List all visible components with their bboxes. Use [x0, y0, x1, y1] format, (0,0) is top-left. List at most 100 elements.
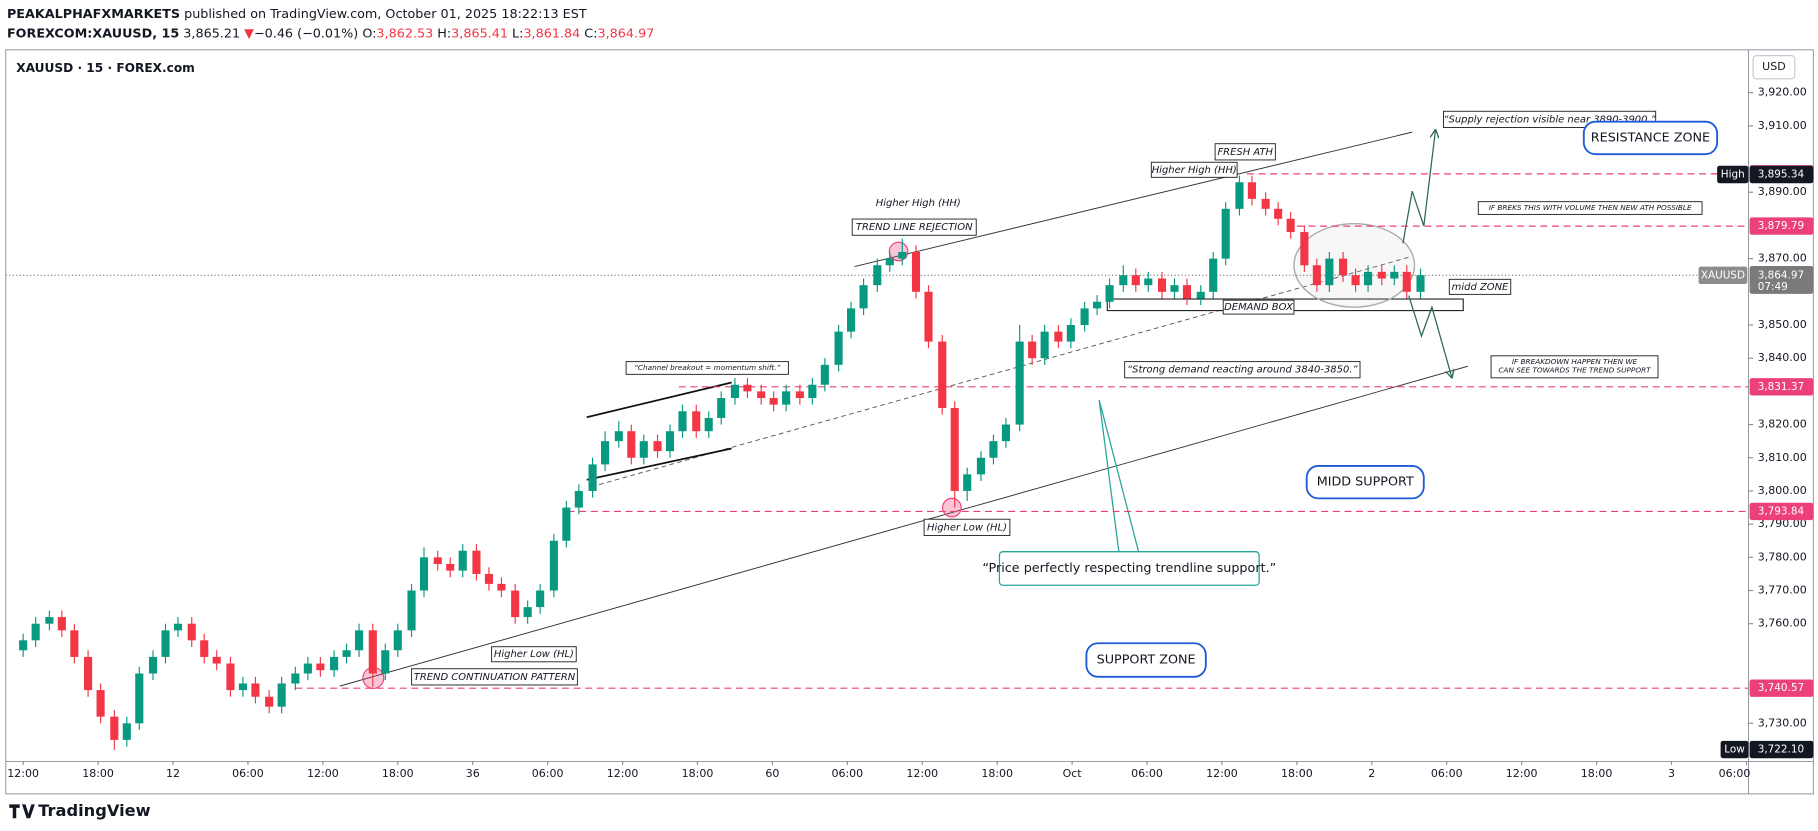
candle-body [1144, 278, 1153, 286]
candle-body [1157, 278, 1167, 292]
candle-body [148, 656, 158, 674]
candle-body [1093, 301, 1102, 309]
candle-body [1351, 275, 1360, 286]
candle-body [251, 683, 260, 697]
candle-body [1247, 182, 1256, 199]
zone-box [1582, 120, 1719, 156]
candle-body [1105, 285, 1114, 302]
candle-body [484, 573, 493, 584]
candle-body [446, 563, 455, 571]
candle-body [433, 557, 442, 564]
candle-body [885, 258, 894, 266]
candle-body [1235, 182, 1244, 209]
note-label: “Supply rejection visible near 3890-3900… [1443, 114, 1656, 125]
candle-body [368, 630, 377, 674]
candle-body [950, 407, 959, 491]
candle-body [1080, 308, 1089, 325]
candle-body [834, 331, 843, 365]
change: −0.46 (−0.01%) [254, 26, 358, 41]
level-price-box [1749, 378, 1814, 396]
level-price-label: 3,740.57 [1758, 682, 1804, 694]
candle-body [769, 398, 778, 405]
x-tick-label: Oct [1063, 767, 1083, 780]
candle-body [665, 431, 675, 452]
note-label: FRESH ATH [1217, 147, 1273, 158]
close: 3,864.97 [598, 26, 655, 41]
candle-body [1377, 271, 1386, 279]
candle-body [265, 696, 274, 707]
zone-label: MIDD SUPPORT [1317, 475, 1414, 490]
candle-body [19, 640, 28, 651]
candle-body [1209, 258, 1218, 292]
candle-body [84, 656, 93, 691]
level-price-label: 3,879.79 [1758, 220, 1804, 232]
o-label: O: [362, 26, 376, 41]
l-label: L: [512, 26, 523, 41]
zone-label: SUPPORT ZONE [1097, 653, 1196, 668]
marker-tag-box [1720, 740, 1749, 759]
candle-body [1170, 285, 1179, 292]
y-tick-label: 3,910.00 [1758, 119, 1807, 132]
candle-body [330, 656, 339, 671]
candle-body [743, 384, 752, 392]
lower-trendline [339, 365, 1468, 687]
candle-body [782, 391, 791, 405]
x-tick-label: 06:00 [831, 767, 863, 780]
note-label: TREND LINE REJECTION [856, 222, 973, 233]
x-tick-label: 18:00 [1281, 767, 1313, 780]
note-box [1214, 143, 1276, 161]
candle-body [1054, 331, 1063, 342]
h-label: H: [437, 26, 451, 41]
note-box [1448, 278, 1512, 295]
note-box [1124, 361, 1361, 379]
candle-body [730, 384, 740, 399]
currency-box [1752, 55, 1796, 80]
candle-body [1119, 275, 1128, 286]
candle-body [70, 630, 79, 657]
x-tick-label: 60 [765, 767, 779, 780]
candle-body [1182, 285, 1192, 299]
note-label: midd ZONE [1452, 282, 1509, 293]
candle-body [1066, 324, 1075, 342]
y-tick-label: 3,920.00 [1758, 86, 1807, 99]
candle-body [200, 640, 209, 657]
y-tick-label: 3,810.00 [1758, 451, 1807, 464]
candle-body [497, 583, 506, 591]
callout-box [998, 551, 1260, 586]
candle-body [976, 457, 986, 475]
last-price: 3,865.21 [183, 26, 240, 41]
candle-body [381, 650, 390, 674]
candle-body [419, 557, 429, 591]
note-label: TREND CONTINUATION PATTERN [414, 672, 576, 683]
marker-price: 3,722.10 [1758, 744, 1804, 756]
candle-body [458, 550, 467, 571]
candle-body [536, 590, 545, 608]
candle-body [1416, 275, 1425, 292]
candle-body [614, 431, 623, 442]
x-tick-label: 18:00 [682, 767, 714, 780]
note-box [491, 646, 577, 663]
marker-tag: High [1721, 169, 1745, 181]
candle-body [45, 617, 54, 624]
candle-body [924, 291, 933, 342]
candle-body [1261, 198, 1270, 209]
candle-body [342, 650, 351, 657]
candle-body [316, 663, 325, 671]
currency: USD [1762, 60, 1786, 73]
candle-body [110, 716, 119, 740]
candle-body [57, 617, 66, 631]
candle-body [847, 308, 856, 332]
y-tick-label: 3,820.00 [1758, 418, 1807, 431]
note-label: “Channel breakout = momentum shift.” [634, 363, 781, 372]
last-price-label: 3,864.97 [1758, 269, 1804, 281]
candle-body [963, 474, 972, 491]
candle-body [1221, 208, 1230, 259]
candle-body [1015, 341, 1024, 425]
x-tick-label: 3 [1668, 767, 1675, 780]
x-tick-label: 06:00 [532, 767, 564, 780]
note-label: Higher High (HH) [1152, 165, 1237, 176]
candle-body [212, 656, 221, 664]
note-box [1477, 201, 1703, 215]
channel-top [586, 381, 732, 419]
